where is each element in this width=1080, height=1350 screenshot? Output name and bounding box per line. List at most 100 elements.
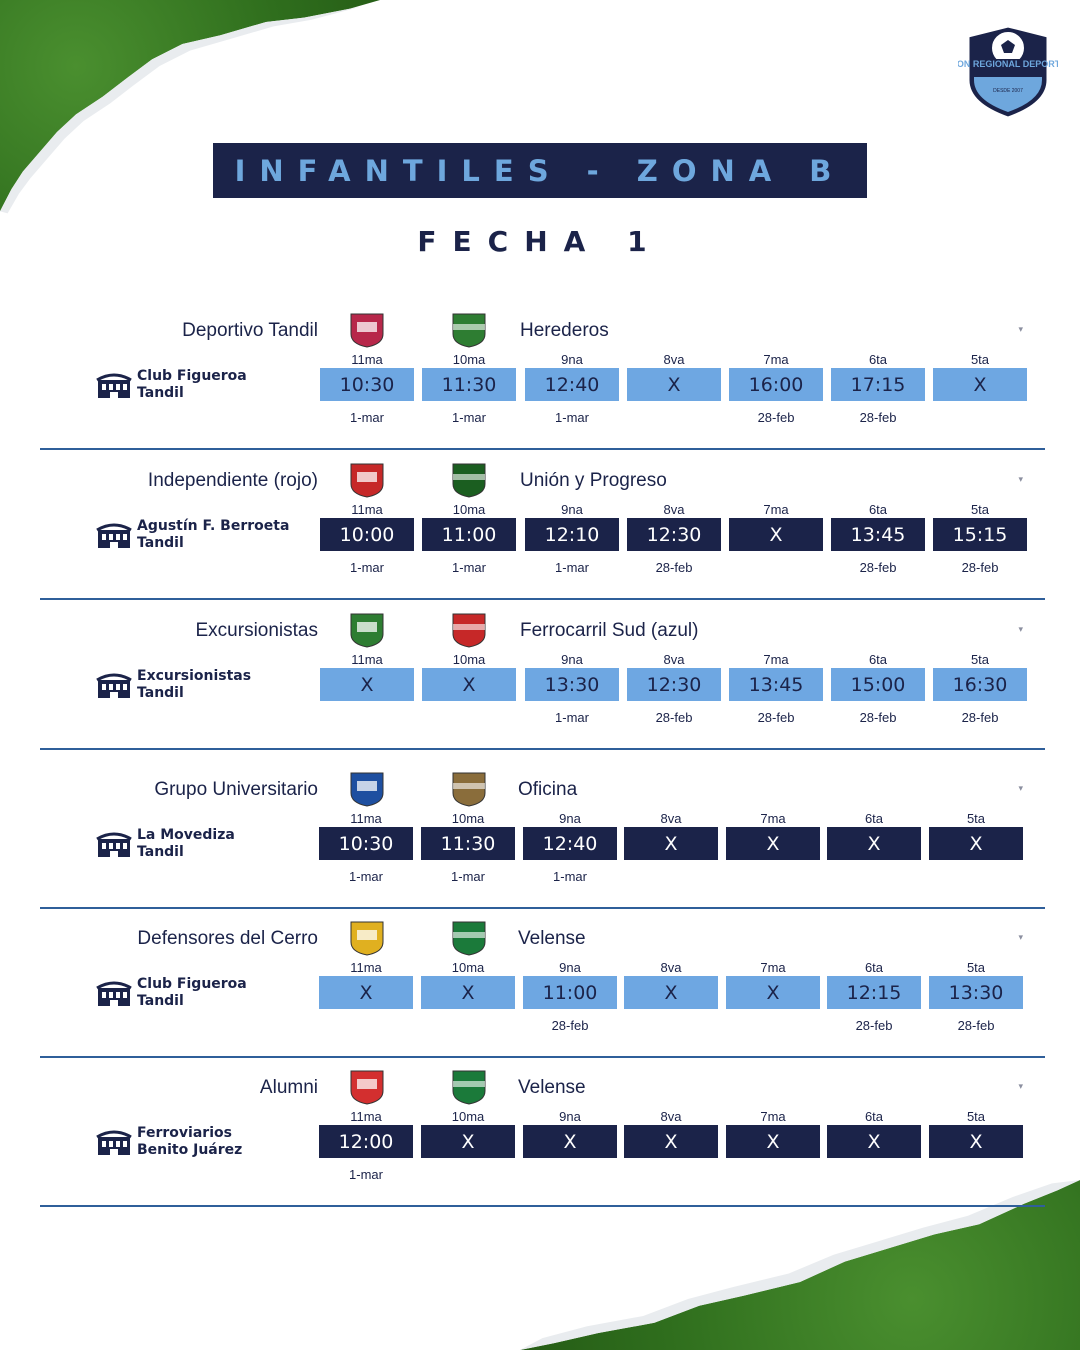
chevron-down-icon[interactable]: ▾ <box>1018 932 1023 942</box>
venue-name-line1: Club Figueroa <box>137 976 247 992</box>
venue: Club Figueroa Tandil <box>96 366 326 406</box>
category-label: 6ta <box>868 352 888 367</box>
row-divider <box>40 448 1045 450</box>
category-label: 7ma <box>763 352 789 367</box>
category-slot: 10ma X <box>421 1057 515 1207</box>
title-banner: INFANTILES - ZONA B <box>213 143 867 198</box>
kickoff-time: X <box>421 1125 515 1158</box>
category-label: 8va <box>660 960 682 975</box>
category-label: 5ta <box>970 352 990 367</box>
away-team-crest-icon <box>449 462 489 498</box>
category-slot: 11ma 10:30 1-mar <box>319 759 413 909</box>
logo-text-line1: UNION REGIONAL DEPORTIVA <box>958 59 1058 69</box>
category-slot: 11ma X <box>320 600 414 750</box>
category-label: 11ma <box>351 502 383 517</box>
category-label: 5ta <box>970 502 990 517</box>
home-team-name: Deportivo Tandil <box>182 320 318 341</box>
category-label: 9na <box>561 502 583 517</box>
away-team-name: Unión y Progreso <box>520 470 667 491</box>
category-label: 7ma <box>760 1109 786 1124</box>
category-slot: 10ma X <box>421 908 515 1058</box>
match-date: 28-feb <box>859 410 897 425</box>
match-row: Defensores del Cerro Velense ▾ Club Figuero… <box>40 908 1045 1058</box>
kickoff-time: X <box>319 976 413 1009</box>
category-label: 6ta <box>864 1109 884 1124</box>
category-slot: 7ma X <box>729 450 823 600</box>
venue: Agustín F. Berroeta Tandil <box>96 516 326 556</box>
kickoff-time: X <box>929 1125 1023 1158</box>
away-team-name: Ferrocarril Sud (azul) <box>520 620 699 641</box>
kickoff-time: 11:30 <box>421 827 515 860</box>
kickoff-time: 13:45 <box>729 668 823 701</box>
banner-title: INFANTILES - ZONA B <box>234 153 846 188</box>
category-label: 7ma <box>760 960 786 975</box>
chevron-down-icon[interactable]: ▾ <box>1018 783 1023 793</box>
venue-name-line2: Tandil <box>137 385 184 401</box>
away-team-name: Velense <box>518 928 586 949</box>
stadium-icon <box>96 368 132 400</box>
category-label: 11ma <box>351 352 383 367</box>
kickoff-time: X <box>929 827 1023 860</box>
category-slot: 7ma 13:45 28-feb <box>729 600 823 750</box>
venue-name-line2: Benito Juárez <box>137 1142 243 1158</box>
home-team-crest-icon <box>347 612 387 648</box>
match-date: 28-feb <box>859 560 897 575</box>
category-label: 5ta <box>966 1109 986 1124</box>
venue: La Movediza Tandil <box>96 825 326 865</box>
category-slot: 8va 12:30 28-feb <box>627 450 721 600</box>
row-divider <box>40 748 1045 750</box>
kickoff-time: X <box>421 976 515 1009</box>
category-slot: 5ta X <box>933 300 1027 450</box>
venue: Ferroviarios Benito Juárez <box>96 1123 326 1163</box>
match-date: 1-mar <box>349 1167 383 1182</box>
stadium-icon <box>96 976 132 1008</box>
category-slot: 8va 12:30 28-feb <box>627 600 721 750</box>
category-slot: 9na 12:40 1-mar <box>525 300 619 450</box>
match-date: 28-feb <box>961 560 999 575</box>
chevron-down-icon[interactable]: ▾ <box>1018 474 1023 484</box>
category-label: 11ma <box>351 652 383 667</box>
category-slot: 6ta X <box>827 1057 921 1207</box>
home-team-name: Independiente (rojo) <box>147 470 318 491</box>
category-label: 9na <box>561 652 583 667</box>
match-row: Grupo Universitario Oficina ▾ La Movediza Ta… <box>40 759 1045 909</box>
home-team-name: Excursionistas <box>195 620 319 641</box>
union-regional-deportiva-logo: UNION REGIONAL DEPORTIVA DESDE 2007 <box>958 24 1058 120</box>
category-slot: 9na 12:40 1-mar <box>523 759 617 909</box>
venue-name: Club Figueroa Tandil <box>137 976 247 1010</box>
kickoff-time: 13:30 <box>525 668 619 701</box>
category-label: 10ma <box>452 652 486 667</box>
kickoff-time: X <box>827 827 921 860</box>
category-label: 9na <box>561 352 583 367</box>
category-label: 7ma <box>760 811 786 826</box>
category-slot: 5ta 15:15 28-feb <box>933 450 1027 600</box>
category-label: 10ma <box>451 1109 485 1124</box>
match-date: 28-feb <box>757 710 795 725</box>
category-slot: 10ma X <box>422 600 516 750</box>
category-label: 9na <box>559 960 581 975</box>
category-label: 8va <box>660 811 682 826</box>
category-slot: 7ma 16:00 28-feb <box>729 300 823 450</box>
match-row: Alumni Velense ▾ Ferroviarios Benito Juárez 1… <box>40 1057 1045 1207</box>
kickoff-time: 12:10 <box>525 518 619 551</box>
category-label: 8va <box>660 1109 682 1124</box>
match-date: 28-feb <box>855 1018 893 1033</box>
away-team-crest-icon <box>449 1069 489 1105</box>
venue-name-line1: Club Figueroa <box>137 368 247 384</box>
category-slot: 10ma 11:30 1-mar <box>421 759 515 909</box>
category-label: 9na <box>559 1109 581 1124</box>
kickoff-time: 12:15 <box>827 976 921 1009</box>
kickoff-time: X <box>523 1125 617 1158</box>
home-team-crest-icon <box>347 462 387 498</box>
home-team-crest-icon <box>347 1069 387 1105</box>
chevron-down-icon[interactable]: ▾ <box>1018 1081 1023 1091</box>
chevron-down-icon[interactable]: ▾ <box>1018 324 1023 334</box>
kickoff-time: X <box>627 368 721 401</box>
kickoff-time: 10:00 <box>320 518 414 551</box>
category-label: 10ma <box>452 502 486 517</box>
kickoff-time: X <box>624 976 718 1009</box>
kickoff-time: 10:30 <box>320 368 414 401</box>
chevron-down-icon[interactable]: ▾ <box>1018 624 1023 634</box>
category-label: 5ta <box>970 652 990 667</box>
category-slot: 8va X <box>624 908 718 1058</box>
